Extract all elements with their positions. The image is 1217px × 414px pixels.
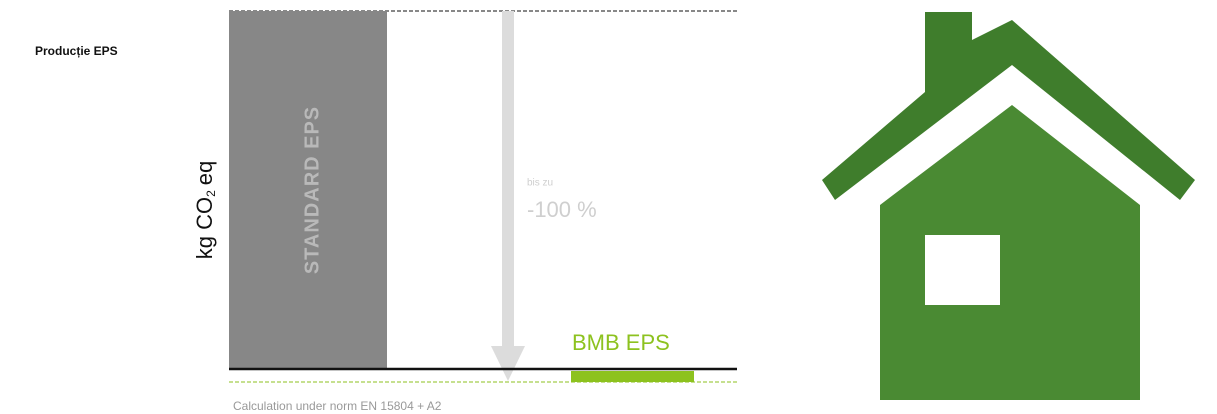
- footer-note: Calculation under norm EN 15804 + A2: [233, 399, 442, 413]
- reduction-value: -100 %: [527, 197, 597, 222]
- axis-label-unit: eq: [192, 161, 217, 185]
- reduction-prefix: bis zu: [527, 178, 553, 189]
- green-house: [822, 12, 1195, 400]
- standard-bar: [229, 11, 387, 368]
- bmb-bar: [571, 371, 694, 382]
- arrow-head: [491, 346, 525, 381]
- bmb-label: BMB EPS: [572, 330, 670, 355]
- axis-label-subscript: 2: [204, 190, 218, 197]
- standard-label: STANDARD EPS: [301, 106, 323, 274]
- axis-label-main: kg CO: [192, 197, 217, 259]
- title: Producție EPS: [35, 44, 118, 58]
- arrow-shaft: [502, 11, 514, 347]
- axis-label: kg CO2 eq: [192, 161, 218, 260]
